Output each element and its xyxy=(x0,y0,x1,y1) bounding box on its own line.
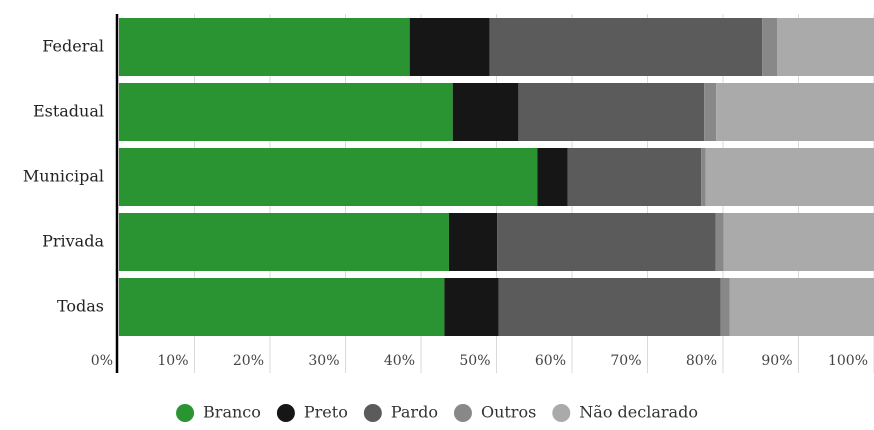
bar-segment xyxy=(567,148,702,206)
bar-segment xyxy=(518,83,705,141)
bar-segment xyxy=(409,18,490,76)
category-label: Privada xyxy=(42,232,104,251)
bar-segment xyxy=(119,148,538,206)
legend-label: Não declarado xyxy=(579,403,698,422)
bar-segment xyxy=(452,83,519,141)
x-tick-label: 0% xyxy=(91,353,113,369)
legend-label: Branco xyxy=(203,403,261,422)
x-tick-label: 90% xyxy=(761,353,792,369)
x-tick-label: 80% xyxy=(686,353,717,369)
bar-segment xyxy=(537,148,568,206)
bar-segment xyxy=(716,83,874,141)
bar-segment xyxy=(448,213,498,271)
legend-swatch xyxy=(176,404,195,422)
bar-segment xyxy=(720,278,730,336)
bar-segment xyxy=(119,83,453,141)
x-tick-label: 40% xyxy=(384,353,415,369)
bar-segment xyxy=(498,278,721,336)
chart-tick-labels: 0% 10% 20% 30% 40% 50% 60% 70% 80% 90% 100% xyxy=(91,353,868,369)
chart-bars xyxy=(119,18,874,336)
bar-segment xyxy=(723,213,874,271)
bar-segment xyxy=(119,278,445,336)
bar-segment xyxy=(704,83,717,141)
legend-swatch xyxy=(552,404,571,422)
chart-legend: Branco Preto Pardo Outros Não declarado xyxy=(176,403,698,422)
x-tick-label: 50% xyxy=(459,353,490,369)
bar-segment xyxy=(497,213,716,271)
category-label: Estadual xyxy=(33,102,104,121)
legend-swatch xyxy=(453,404,472,422)
legend-label: Pardo xyxy=(391,403,438,422)
chart-category-labels: Federal Estadual Municipal Privada Todas xyxy=(23,37,105,316)
bar-segment xyxy=(489,18,763,76)
bar-segment xyxy=(705,148,874,206)
category-label: Municipal xyxy=(23,167,104,186)
legend-swatch xyxy=(276,404,295,422)
bar-segment xyxy=(444,278,499,336)
legend-swatch xyxy=(363,404,382,422)
bar-segment xyxy=(715,213,724,271)
x-tick-label: 30% xyxy=(308,353,339,369)
bar-segment xyxy=(729,278,874,336)
category-label: Todas xyxy=(57,297,104,316)
category-label: Federal xyxy=(42,37,104,56)
x-tick-label: 10% xyxy=(157,353,188,369)
bar-segment xyxy=(762,18,778,76)
legend-label: Preto xyxy=(304,403,348,422)
x-tick-label: 70% xyxy=(610,353,641,369)
x-tick-label: 20% xyxy=(233,353,264,369)
bar-segment xyxy=(701,148,706,206)
bar-segment xyxy=(119,18,410,76)
x-tick-label: 60% xyxy=(535,353,566,369)
bar-segment xyxy=(777,18,874,76)
x-tick-label: 100% xyxy=(828,353,868,369)
bar-segment xyxy=(119,213,449,271)
legend-label: Outros xyxy=(481,403,536,422)
